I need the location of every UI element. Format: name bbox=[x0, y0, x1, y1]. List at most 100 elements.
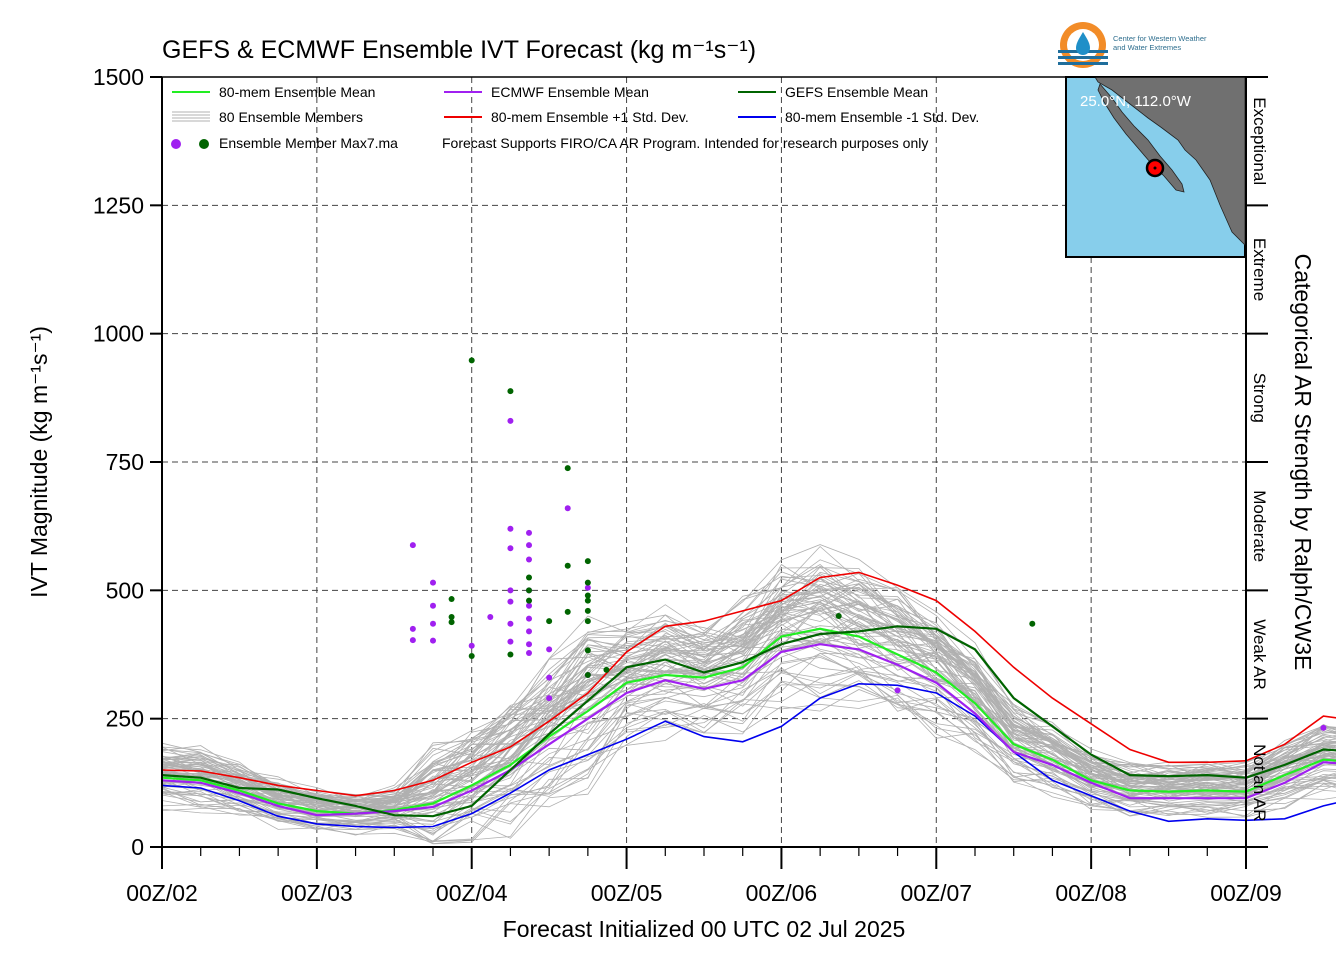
x-tick-label: 00Z/06 bbox=[746, 880, 818, 906]
ecmwf-max-point bbox=[487, 614, 494, 621]
ensemble-member-line bbox=[161, 597, 1336, 809]
category-label: Extreme bbox=[1250, 238, 1269, 301]
logo-line-2: and Water Extremes bbox=[1113, 43, 1181, 52]
y-tick-label: 1500 bbox=[93, 64, 144, 90]
gefs-max-point bbox=[584, 618, 591, 625]
y-axis-label: IVT Magnitude (kg m⁻¹s⁻¹) bbox=[26, 326, 52, 598]
ensemble-member-line bbox=[161, 632, 1336, 819]
category-label: Moderate bbox=[1250, 490, 1269, 562]
series-line-2 bbox=[161, 625, 1336, 818]
series-line-0 bbox=[161, 627, 1336, 815]
gefs-max-point bbox=[584, 672, 591, 679]
gefs-max-point bbox=[1029, 620, 1036, 627]
ecmwf-max-point bbox=[430, 620, 436, 627]
series-line-4 bbox=[161, 682, 1336, 829]
ecmwf-max-point bbox=[546, 674, 553, 681]
ensemble-member-line bbox=[161, 613, 1336, 811]
ensemble-member-line bbox=[161, 635, 1336, 816]
y-tick-label: 1250 bbox=[93, 192, 144, 218]
x-tick-label: 00Z/04 bbox=[436, 880, 508, 906]
ecmwf-max-point bbox=[526, 628, 533, 635]
gefs-max-point bbox=[584, 592, 591, 599]
ecmwf-max-point bbox=[894, 687, 901, 694]
ensemble-member-line bbox=[161, 603, 1336, 813]
x-tick-label: 00Z/03 bbox=[281, 880, 353, 906]
ensemble-member-line bbox=[161, 681, 1336, 845]
ecmwf-max-point bbox=[409, 625, 416, 632]
ensemble-member-line bbox=[161, 603, 1336, 811]
right-axis-label: Categorical AR Strength by Ralph/CW3E bbox=[1290, 254, 1316, 671]
legend-members: 80 Ensemble Members bbox=[219, 109, 363, 125]
legend-minus: 80-mem Ensemble -1 Std. Dev. bbox=[785, 109, 979, 125]
gefs-max-point bbox=[507, 388, 514, 395]
ensemble-member-line bbox=[161, 592, 1336, 805]
gefs-max-point bbox=[564, 562, 571, 569]
ecmwf-max-point bbox=[507, 417, 514, 424]
ensemble-member-line bbox=[161, 684, 1336, 835]
category-label: Strong bbox=[1250, 373, 1269, 423]
ecmwf-max-point bbox=[584, 584, 591, 591]
chart-title: GEFS & ECMWF Ensemble IVT Forecast (kg m… bbox=[162, 36, 756, 64]
x-tick-label: 00Z/02 bbox=[126, 880, 198, 906]
ecmwf-max-point bbox=[430, 637, 436, 644]
x-tick-label: 00Z/08 bbox=[1055, 880, 1127, 906]
series-lines bbox=[161, 571, 1336, 829]
ensemble-member-line bbox=[161, 578, 1336, 806]
ecmwf-max-point bbox=[526, 641, 533, 648]
legend-ecmwf: ECMWF Ensemble Mean bbox=[491, 84, 649, 100]
y-tick-label: 250 bbox=[106, 706, 144, 732]
ecmwf-max-point bbox=[507, 525, 514, 532]
legend: 80-mem Ensemble Mean 80 Ensemble Members… bbox=[171, 84, 979, 151]
ensemble-member-line bbox=[161, 577, 1336, 805]
ecmwf-max-point bbox=[526, 649, 533, 656]
ensemble-member-line bbox=[161, 672, 1336, 834]
ecmwf-max-point bbox=[526, 602, 533, 609]
ecmwf-max-point bbox=[546, 646, 553, 653]
ecmwf-max-point bbox=[468, 642, 475, 649]
y-tick-label: 0 bbox=[131, 834, 144, 860]
gefs-max-point bbox=[584, 579, 591, 586]
gefs-max-point bbox=[564, 465, 571, 472]
ecmwf-max-point bbox=[1320, 724, 1327, 731]
y-tick-label: 750 bbox=[106, 449, 144, 475]
ensemble-member-line bbox=[161, 545, 1336, 802]
ensemble-member-line bbox=[161, 697, 1336, 843]
gefs-max-point bbox=[584, 607, 591, 614]
gefs-max-point bbox=[448, 596, 455, 603]
x-tick-label: 00Z/05 bbox=[591, 880, 663, 906]
ensemble-member-line bbox=[161, 689, 1336, 843]
ensemble-member-line bbox=[161, 582, 1336, 808]
series-line-3 bbox=[161, 571, 1336, 797]
gefs-max-point bbox=[468, 653, 475, 660]
ecmwf-max-point bbox=[546, 695, 553, 702]
category-label: Weak AR bbox=[1250, 619, 1269, 690]
ecmwf-max-point bbox=[526, 615, 533, 622]
ecmwf-max-point bbox=[526, 556, 533, 563]
map-location-label: 25.0°N, 112.0°W bbox=[1080, 93, 1192, 110]
gefs-max-point bbox=[448, 619, 455, 626]
ecmwf-max-point bbox=[526, 542, 533, 549]
series-line-1 bbox=[161, 643, 1336, 817]
ensemble-member-line bbox=[161, 670, 1336, 843]
category-label: Not an AR bbox=[1250, 744, 1269, 822]
ecmwf-max-point bbox=[507, 545, 514, 552]
ensemble-member-line bbox=[161, 652, 1336, 823]
ecmwf-max-point bbox=[430, 579, 436, 586]
ensemble-member-line bbox=[161, 605, 1336, 817]
gefs-max-point bbox=[603, 666, 610, 673]
ensemble-member-line bbox=[161, 671, 1336, 830]
category-label: Exceptional bbox=[1250, 97, 1269, 185]
gefs-max-point bbox=[526, 597, 533, 604]
gefs-max-point bbox=[526, 587, 533, 594]
ecmwf-max-point bbox=[564, 505, 571, 512]
x-tick-label: 00Z/07 bbox=[900, 880, 972, 906]
logo-line-1: Center for Western Weather bbox=[1113, 34, 1207, 43]
gefs-max-point bbox=[835, 613, 842, 619]
ecmwf-max-point bbox=[526, 529, 533, 536]
x-tick-label: 00Z/09 bbox=[1210, 880, 1282, 906]
gefs-max-point bbox=[564, 608, 571, 615]
ensemble-member-line bbox=[161, 627, 1336, 817]
gefs-max-point bbox=[507, 651, 514, 658]
legend-gefs: GEFS Ensemble Mean bbox=[785, 84, 928, 100]
ensemble-member-line bbox=[161, 600, 1336, 815]
